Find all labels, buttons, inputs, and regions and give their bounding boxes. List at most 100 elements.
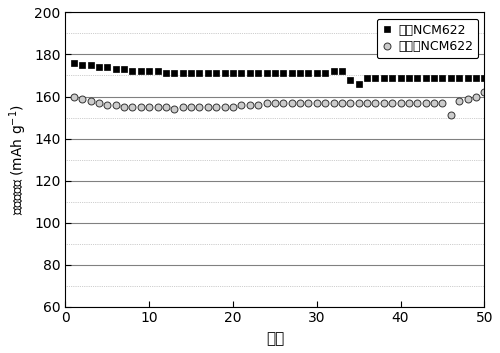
Y-axis label: 放电比容量 (mAh g$^{-1}$): 放电比容量 (mAh g$^{-1}$) [7, 104, 28, 215]
包覆NCM622 [222, 71, 228, 76]
未包覆NCM622 [322, 101, 328, 105]
包覆NCM622 [414, 76, 420, 80]
未包覆NCM622 [222, 105, 228, 109]
包覆NCM622 [431, 76, 437, 80]
未包覆NCM622 [389, 101, 395, 105]
包覆NCM622 [238, 71, 244, 76]
未包覆NCM622 [71, 94, 77, 98]
未包覆NCM622 [482, 90, 488, 94]
未包覆NCM622 [431, 101, 437, 105]
包覆NCM622 [464, 76, 470, 80]
包覆NCM622 [422, 76, 428, 80]
Line: 包覆NCM622: 包覆NCM622 [71, 60, 487, 87]
包覆NCM622 [356, 82, 362, 86]
包覆NCM622 [138, 69, 144, 73]
包覆NCM622 [456, 76, 462, 80]
包覆NCM622 [88, 63, 94, 67]
包覆NCM622 [288, 71, 294, 76]
包覆NCM622 [322, 71, 328, 76]
包覆NCM622 [96, 65, 102, 69]
未包覆NCM622 [381, 101, 387, 105]
包覆NCM622 [339, 69, 345, 73]
包覆NCM622 [280, 71, 286, 76]
未包覆NCM622 [364, 101, 370, 105]
Line: 未包覆NCM622: 未包覆NCM622 [70, 89, 488, 119]
包覆NCM622 [104, 65, 110, 69]
未包覆NCM622 [280, 101, 286, 105]
包覆NCM622 [172, 71, 177, 76]
未包覆NCM622 [398, 101, 404, 105]
包覆NCM622 [154, 69, 160, 73]
包覆NCM622 [146, 69, 152, 73]
未包覆NCM622 [306, 101, 312, 105]
未包覆NCM622 [154, 105, 160, 109]
包覆NCM622 [297, 71, 303, 76]
包覆NCM622 [112, 67, 118, 71]
未包覆NCM622 [121, 105, 127, 109]
未包覆NCM622 [238, 103, 244, 107]
未包覆NCM622 [138, 105, 144, 109]
未包覆NCM622 [406, 101, 412, 105]
未包覆NCM622 [356, 101, 362, 105]
未包覆NCM622 [180, 105, 186, 109]
包覆NCM622 [348, 78, 354, 82]
包覆NCM622 [406, 76, 412, 80]
包覆NCM622 [79, 63, 85, 67]
包覆NCM622 [121, 67, 127, 71]
未包覆NCM622 [130, 105, 136, 109]
包覆NCM622 [71, 61, 77, 65]
包覆NCM622 [482, 76, 488, 80]
包覆NCM622 [473, 76, 479, 80]
包覆NCM622 [272, 71, 278, 76]
包覆NCM622 [306, 71, 312, 76]
包覆NCM622 [381, 76, 387, 80]
包覆NCM622 [398, 76, 404, 80]
未包覆NCM622 [146, 105, 152, 109]
未包覆NCM622 [473, 94, 479, 98]
未包覆NCM622 [464, 96, 470, 101]
未包覆NCM622 [339, 101, 345, 105]
包覆NCM622 [205, 71, 211, 76]
未包覆NCM622 [196, 105, 202, 109]
未包覆NCM622 [79, 96, 85, 101]
包覆NCM622 [130, 69, 136, 73]
未包覆NCM622 [96, 101, 102, 105]
未包覆NCM622 [330, 101, 336, 105]
包覆NCM622 [264, 71, 270, 76]
未包覆NCM622 [112, 103, 118, 107]
未包覆NCM622 [448, 113, 454, 118]
未包覆NCM622 [163, 105, 169, 109]
包覆NCM622 [255, 71, 261, 76]
未包覆NCM622 [314, 101, 320, 105]
未包覆NCM622 [104, 103, 110, 107]
未包覆NCM622 [348, 101, 354, 105]
包覆NCM622 [213, 71, 219, 76]
包覆NCM622 [330, 69, 336, 73]
包覆NCM622 [188, 71, 194, 76]
未包覆NCM622 [213, 105, 219, 109]
未包覆NCM622 [372, 101, 378, 105]
包覆NCM622 [389, 76, 395, 80]
未包覆NCM622 [255, 103, 261, 107]
未包覆NCM622 [272, 101, 278, 105]
包覆NCM622 [230, 71, 236, 76]
未包覆NCM622 [172, 107, 177, 111]
未包覆NCM622 [264, 101, 270, 105]
未包覆NCM622 [414, 101, 420, 105]
未包覆NCM622 [88, 98, 94, 103]
未包覆NCM622 [297, 101, 303, 105]
未包覆NCM622 [230, 105, 236, 109]
包覆NCM622 [448, 76, 454, 80]
未包覆NCM622 [288, 101, 294, 105]
未包覆NCM622 [205, 105, 211, 109]
包覆NCM622 [440, 76, 446, 80]
包覆NCM622 [364, 76, 370, 80]
未包覆NCM622 [422, 101, 428, 105]
未包覆NCM622 [188, 105, 194, 109]
X-axis label: 循环: 循环 [266, 331, 284, 346]
包覆NCM622 [247, 71, 253, 76]
包覆NCM622 [196, 71, 202, 76]
未包覆NCM622 [440, 101, 446, 105]
Legend: 包覆NCM622, 未包覆NCM622: 包覆NCM622, 未包覆NCM622 [377, 19, 478, 59]
包覆NCM622 [180, 71, 186, 76]
